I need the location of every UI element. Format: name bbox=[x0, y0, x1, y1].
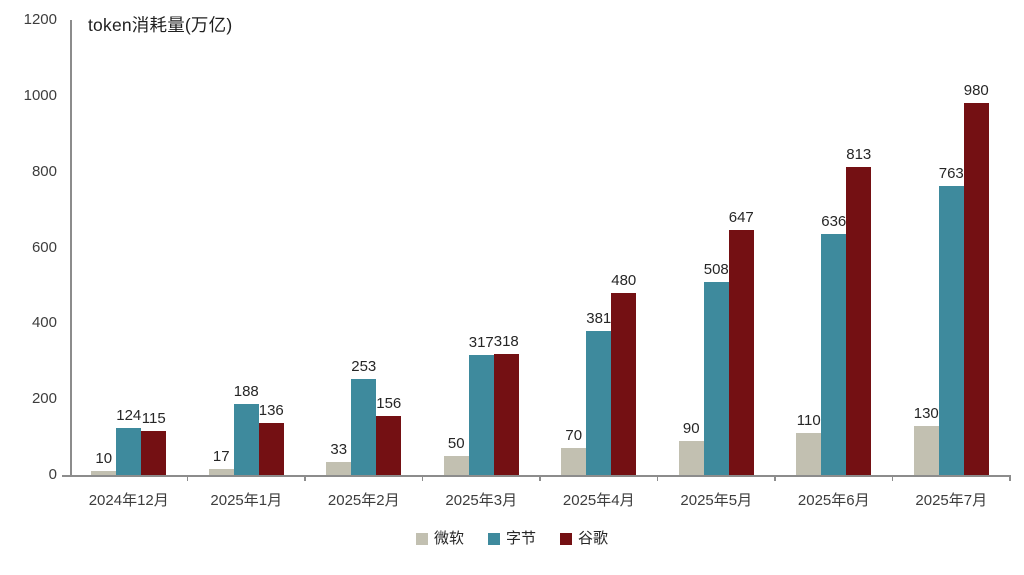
bar-value-label-google: 480 bbox=[611, 272, 637, 289]
x-axis-category-label: 2025年1月 bbox=[210, 492, 283, 509]
bar-value-label-google: 136 bbox=[258, 402, 284, 420]
bar-value-label-bytedance: 124 bbox=[116, 406, 142, 424]
legend-swatch-bytedance bbox=[487, 532, 500, 545]
bar-value-label-bytedance: 636 bbox=[821, 212, 847, 230]
bar-microsoft bbox=[678, 440, 704, 475]
x-axis-category-label: 2025年2月 bbox=[327, 492, 400, 509]
bar-value-label-bytedance: 381 bbox=[586, 309, 612, 327]
bar-value-label-google: 318 bbox=[493, 333, 519, 351]
legend-item-bytedance: 字节 bbox=[487, 530, 536, 547]
bar-value-label-microsoft: 33 bbox=[330, 441, 348, 459]
bar-bytedance bbox=[821, 233, 847, 475]
chart-title: token消耗量(万亿) bbox=[88, 15, 233, 35]
x-axis-tick bbox=[1009, 475, 1011, 481]
x-axis-tick bbox=[539, 475, 541, 481]
bar-microsoft bbox=[91, 471, 117, 475]
bar-microsoft bbox=[326, 462, 352, 475]
x-axis-category-label: 2025年3月 bbox=[445, 492, 518, 509]
bar-google bbox=[963, 103, 989, 475]
x-axis-tick bbox=[774, 475, 776, 481]
y-axis-tick-label: 1200 bbox=[23, 11, 57, 28]
bar-value-label-bytedance: 253 bbox=[351, 358, 377, 376]
bar-value-label-bytedance: 188 bbox=[233, 382, 259, 400]
bar-bytedance bbox=[233, 403, 259, 475]
bar-google bbox=[846, 166, 872, 475]
x-axis-tick bbox=[421, 475, 424, 481]
legend-swatch-google bbox=[560, 532, 572, 545]
x-axis-category-label: 2025年5月 bbox=[680, 492, 753, 509]
bar-google bbox=[258, 423, 284, 475]
x-axis-tick bbox=[891, 475, 894, 481]
x-axis-category-label: 2025年7月 bbox=[915, 492, 988, 509]
bar-value-label-bytedance: 317 bbox=[468, 333, 494, 351]
x-axis-line bbox=[62, 475, 1010, 477]
bar-microsoft bbox=[913, 425, 939, 475]
x-axis-tick bbox=[656, 475, 659, 481]
y-axis-tick-label: 400 bbox=[31, 314, 57, 332]
x-axis-tick bbox=[304, 475, 306, 481]
bar-bytedance bbox=[351, 379, 377, 475]
bar-bytedance bbox=[586, 330, 612, 475]
bar-microsoft bbox=[561, 448, 587, 475]
legend: 微软 字节 谷歌 bbox=[0, 531, 1024, 546]
bar-microsoft bbox=[208, 468, 234, 475]
bar-microsoft bbox=[443, 456, 469, 475]
y-axis-line bbox=[70, 20, 72, 477]
bar-value-label-microsoft: 110 bbox=[796, 412, 821, 430]
bar-google bbox=[728, 229, 754, 475]
legend-swatch-microsoft bbox=[415, 532, 428, 545]
legend-label-bytedance: 字节 bbox=[505, 530, 536, 547]
y-axis-tick-label: 0 bbox=[48, 466, 57, 483]
bar-value-label-google: 980 bbox=[963, 82, 989, 100]
bar-value-label-microsoft: 17 bbox=[212, 447, 230, 465]
bar-google bbox=[376, 415, 402, 475]
x-axis-category-label: 2024年12月 bbox=[88, 492, 169, 509]
bar-value-label-bytedance: 508 bbox=[703, 261, 729, 279]
legend-label-google: 谷歌 bbox=[578, 530, 609, 547]
bar-google bbox=[611, 293, 637, 475]
bar-value-label-microsoft: 50 bbox=[447, 435, 465, 453]
bar-bytedance bbox=[468, 354, 494, 475]
bar-google bbox=[493, 354, 519, 475]
bar-value-label-microsoft: 130 bbox=[913, 404, 939, 422]
legend-item-microsoft: 微软 bbox=[415, 530, 464, 547]
bar-value-label-microsoft: 70 bbox=[565, 427, 583, 445]
bar-value-label-google: 813 bbox=[846, 145, 872, 163]
legend-label-microsoft: 微软 bbox=[433, 530, 464, 547]
y-axis-tick-label: 200 bbox=[31, 390, 57, 408]
bar-value-label-microsoft: 90 bbox=[682, 419, 700, 437]
bar-value-label-bytedance: 763 bbox=[938, 164, 964, 182]
bar-value-label-google: 647 bbox=[728, 208, 754, 226]
y-axis-tick-label: 800 bbox=[31, 162, 57, 180]
bar-bytedance bbox=[703, 282, 729, 475]
bar-value-label-microsoft: 10 bbox=[95, 450, 113, 468]
bar-value-label-google: 115 bbox=[141, 410, 166, 428]
y-axis-tick-label: 600 bbox=[31, 238, 57, 256]
legend-item-google: 谷歌 bbox=[560, 531, 608, 546]
bar-bytedance bbox=[938, 185, 964, 475]
x-axis-category-label: 2025年4月 bbox=[562, 492, 635, 509]
x-axis-category-label: 2025年6月 bbox=[797, 492, 870, 509]
bar-bytedance bbox=[116, 427, 142, 475]
bar-microsoft bbox=[796, 433, 822, 475]
x-axis-tick bbox=[186, 475, 189, 481]
bar-value-label-google: 156 bbox=[376, 394, 402, 412]
y-axis-tick-label: 1000 bbox=[23, 86, 57, 104]
bar-google bbox=[141, 431, 167, 475]
